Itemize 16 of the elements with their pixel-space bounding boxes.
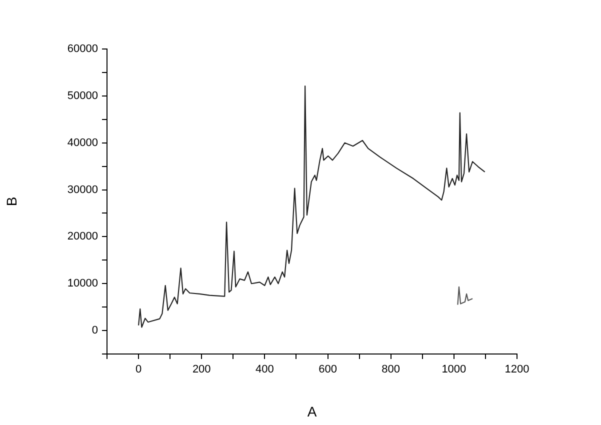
y-tick-label: 30000 — [67, 184, 98, 196]
x-tick-label: 400 — [256, 364, 274, 376]
x-tick-label: 800 — [382, 364, 400, 376]
y-tick-label: 10000 — [67, 278, 98, 290]
y-axis-title: B — [3, 196, 20, 206]
y-tick-label: 60000 — [67, 43, 98, 56]
x-axis-title: A — [307, 403, 318, 420]
x-tick-label: 0 — [135, 364, 142, 376]
y-tick-label: 50000 — [67, 90, 98, 102]
y-tick-label: 40000 — [67, 136, 98, 149]
x-tick-label: 1000 — [442, 364, 466, 376]
x-tick-label: 1200 — [504, 364, 530, 376]
x-tick-label: 200 — [192, 364, 211, 376]
y-tick-label: 0 — [92, 324, 98, 337]
x-tick-label: 600 — [318, 364, 337, 376]
y-tick-label: 20000 — [67, 230, 98, 243]
